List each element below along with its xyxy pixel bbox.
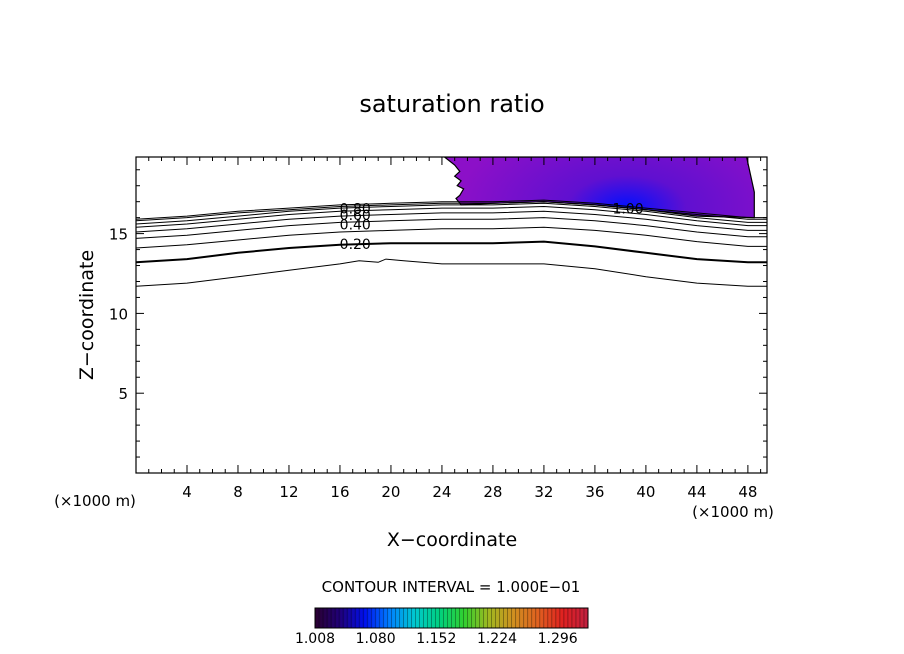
plot-frame <box>135 156 768 474</box>
contour-line <box>136 210 767 233</box>
colorbar-tick-labels: 1.008 1.080 1.152 1.224 1.296 <box>295 631 578 647</box>
x-tick-label: 28 <box>483 483 502 501</box>
x-tick-label: 16 <box>330 483 349 501</box>
contour-line <box>136 199 767 220</box>
x-tick-label: 48 <box>738 483 757 501</box>
contour-line <box>136 217 767 239</box>
x-tick-label: 20 <box>381 483 400 501</box>
contour-line <box>136 201 767 222</box>
contour-label: 0.60 <box>340 208 371 224</box>
x-tick-label: 12 <box>279 483 298 501</box>
colorbar-tick-label: 1.008 <box>295 631 335 647</box>
x-tick-label: 32 <box>534 483 553 501</box>
contour-line <box>136 226 767 249</box>
x-tick-label: 24 <box>432 483 451 501</box>
x-axis: 4 8 12 16 20 24 28 32 36 40 44 48 <box>148 157 762 501</box>
contour-labels: 0.800.600.40 0.20 1.00 <box>340 202 644 253</box>
y-axis-title: Z−coordinate <box>76 250 98 380</box>
y-tick-label: 15 <box>109 226 128 244</box>
contour-line <box>136 205 767 228</box>
colorbar-stripes <box>318 608 585 628</box>
x-tick-label: 44 <box>687 483 706 501</box>
x-axis-title: X−coordinate <box>387 529 517 551</box>
contour-lines <box>136 199 767 287</box>
contour-line <box>136 202 767 225</box>
x-unit-label-right: (×1000 m) <box>692 503 774 521</box>
x-tick-label: 8 <box>233 483 243 501</box>
colorbar-tick-label: 1.152 <box>416 631 456 647</box>
x-tick-label: 4 <box>182 483 192 501</box>
x-tick-label: 36 <box>585 483 604 501</box>
y-tick-label: 10 <box>109 305 128 323</box>
contour-line <box>136 258 767 287</box>
x-unit-label-left: (×1000 m) <box>54 492 136 510</box>
contour-line <box>136 240 767 264</box>
contour-label: 0.40 <box>340 218 371 234</box>
contour-label: 0.80 <box>340 202 371 218</box>
chart-title: saturation ratio <box>359 90 544 118</box>
contour-label: 1.00 <box>612 202 643 218</box>
colorbar-tick-label: 1.224 <box>477 631 517 647</box>
x-tick-label: 40 <box>636 483 655 501</box>
colorbar-tick-label: 1.296 <box>538 631 578 647</box>
y-tick-label: 5 <box>118 385 128 403</box>
contour-label: 0.20 <box>340 237 371 253</box>
y-axis: 5 10 15 <box>109 169 767 458</box>
plot-area: 0.800.600.40 0.20 1.00 <box>136 157 767 287</box>
colorbar-tick-label: 1.080 <box>356 631 396 647</box>
colorbar-frame <box>314 607 589 629</box>
contour-interval-label: CONTOUR INTERVAL = 1.000E−01 <box>322 578 581 596</box>
